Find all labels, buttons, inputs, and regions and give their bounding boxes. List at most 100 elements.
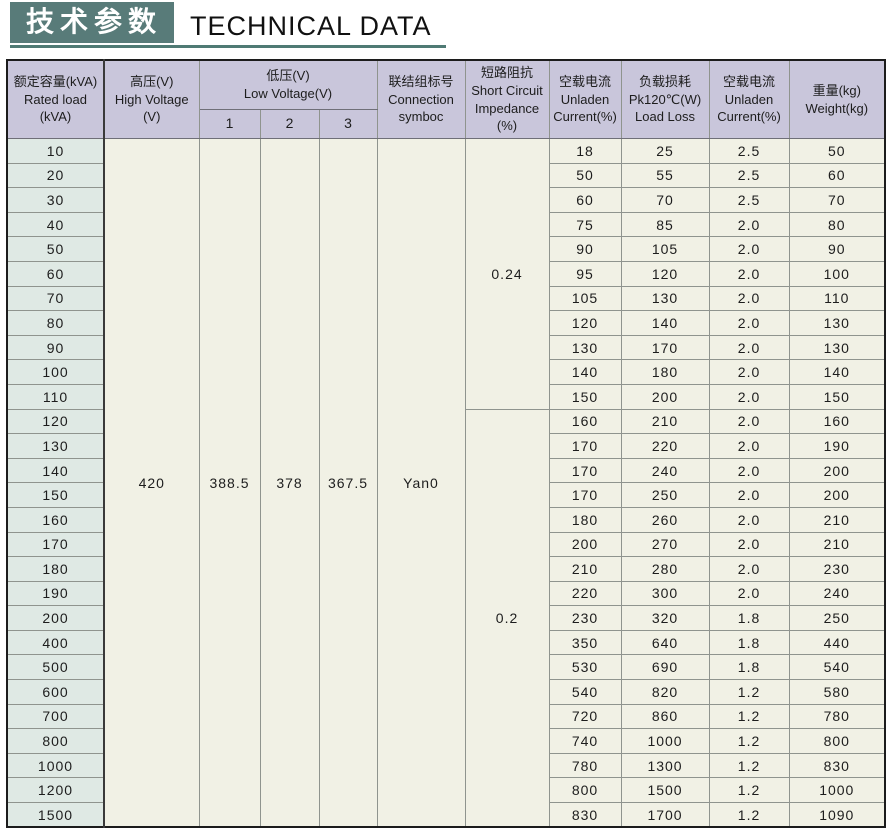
header-connection: 联结组标号 Connection symboc [376,59,466,139]
cell-weight: 80 [788,211,886,238]
cell-load-loss: 1000 [620,728,710,754]
cell-unladen-current-1: 800 [548,777,622,804]
cell-rated-load: 110 [6,383,105,410]
cell-connection: Yan0 [376,138,466,828]
cell-load-loss: 250 [620,482,710,508]
cell-unladen-current-1: 120 [548,310,622,336]
cell-unladen-current-1: 90 [548,236,622,262]
header-low-voltage: 低压(V) Low Voltage(V) [198,59,378,110]
cell-load-loss: 1300 [620,752,710,779]
table-row: 1500 830 1700 1.2 1090 [6,802,886,828]
cell-rated-load: 200 [6,605,105,631]
cell-unladen-current-1: 220 [548,580,622,607]
cell-load-loss: 140 [620,310,710,336]
table-row: 40 75 85 2.0 80 [6,211,886,238]
table-header: 额定容量(kVA) Rated load (kVA) 高压(V) High Vo… [6,59,886,139]
cell-unladen-current-2: 1.8 [708,629,790,656]
cell-rated-load: 1000 [6,752,105,779]
cell-weight: 130 [788,334,886,361]
cell-load-loss: 180 [620,359,710,385]
cell-unladen-current-2: 2.5 [708,187,790,213]
cell-weight: 160 [788,408,886,435]
cell-weight: 1090 [788,802,886,828]
cell-load-loss: 240 [620,457,710,484]
table-row: 30 60 70 2.5 70 [6,187,886,213]
cell-unladen-current-2: 2.0 [708,580,790,607]
cell-weight: 200 [788,482,886,508]
cell-unladen-current-2: 2.0 [708,506,790,533]
header-lv-1: 1 [198,109,261,139]
cell-load-loss: 25 [620,138,710,164]
table-row: 20 50 55 2.5 60 [6,162,886,189]
technical-data-table-container: 额定容量(kVA) Rated load (kVA) 高压(V) High Vo… [6,59,887,829]
table-row: 10 420 388.5 378 367.5 Yan0 0.24 18 25 2.5 50 [6,138,886,828]
cell-weight: 540 [788,654,886,681]
table-row: 70 105 130 2.0 110 [6,285,886,312]
cell-impedance: 0.24 [464,138,550,410]
table-row: 700 720 860 1.2 780 [6,703,886,730]
cell-unladen-current-1: 140 [548,359,622,385]
cell-unladen-current-2: 1.2 [708,728,790,754]
cell-load-loss: 105 [620,236,710,262]
cell-load-loss: 820 [620,679,710,705]
cell-load-loss: 260 [620,506,710,533]
cell-weight: 440 [788,629,886,656]
table-row: 50 90 105 2.0 90 [6,236,886,262]
cell-unladen-current-2: 1.2 [708,802,790,828]
cell-unladen-current-2: 1.2 [708,703,790,730]
header-rated-load: 额定容量(kVA) Rated load (kVA) [6,59,105,139]
cell-load-loss: 210 [620,408,710,435]
cell-weight: 210 [788,531,886,558]
cell-rated-load: 600 [6,679,105,705]
header-impedance: 短路阻抗 Short Circuit Impedance (%) [464,59,550,139]
cell-unladen-current-1: 105 [548,285,622,312]
cell-unladen-current-2: 2.0 [708,457,790,484]
cell-unladen-current-2: 2.0 [708,556,790,582]
cell-unladen-current-1: 830 [548,802,622,828]
header-weight: 重量(kg) Weight(kg) [788,59,886,139]
cell-rated-load: 10 [6,138,105,164]
cell-unladen-current-1: 170 [548,433,622,459]
cell-rated-load: 170 [6,531,105,558]
cell-weight: 780 [788,703,886,730]
page-header: 技术参数 TECHNICAL DATA [0,0,890,54]
table-row: 130 170 220 2.0 190 [6,433,886,459]
cell-unladen-current-1: 18 [548,138,622,164]
technical-data-table: 额定容量(kVA) Rated load (kVA) 高压(V) High Vo… [6,59,887,829]
table-row: 190 220 300 2.0 240 [6,580,886,607]
cell-load-loss: 320 [620,605,710,631]
cell-unladen-current-2: 2.0 [708,433,790,459]
cell-rated-load: 800 [6,728,105,754]
cell-rated-load: 700 [6,703,105,730]
cell-load-loss: 220 [620,433,710,459]
cell-weight: 1000 [788,777,886,804]
cell-rated-load: 190 [6,580,105,607]
cell-unladen-current-1: 350 [548,629,622,656]
cell-unladen-current-1: 540 [548,679,622,705]
cell-load-loss: 55 [620,162,710,189]
cell-rated-load: 30 [6,187,105,213]
cell-unladen-current-2: 2.0 [708,383,790,410]
cell-rated-load: 160 [6,506,105,533]
header-lv-2: 2 [259,109,320,139]
table-row: 1000 780 1300 1.2 830 [6,752,886,779]
cell-load-loss: 1700 [620,802,710,828]
cell-unladen-current-1: 740 [548,728,622,754]
cell-load-loss: 70 [620,187,710,213]
cell-unladen-current-2: 2.0 [708,310,790,336]
cell-weight: 800 [788,728,886,754]
cell-unladen-current-2: 1.2 [708,679,790,705]
cell-impedance: 0.2 [464,408,550,828]
cell-weight: 60 [788,162,886,189]
cell-unladen-current-1: 230 [548,605,622,631]
cell-rated-load: 500 [6,654,105,681]
cell-unladen-current-1: 170 [548,482,622,508]
cell-load-loss: 120 [620,260,710,287]
cell-load-loss: 270 [620,531,710,558]
cell-rated-load: 90 [6,334,105,361]
cell-rated-load: 120 [6,408,105,435]
cell-load-loss: 200 [620,383,710,410]
cell-low-voltage-1: 388.5 [198,138,261,828]
page-title-en: TECHNICAL DATA [190,11,432,42]
table-row: 400 350 640 1.8 440 [6,629,886,656]
